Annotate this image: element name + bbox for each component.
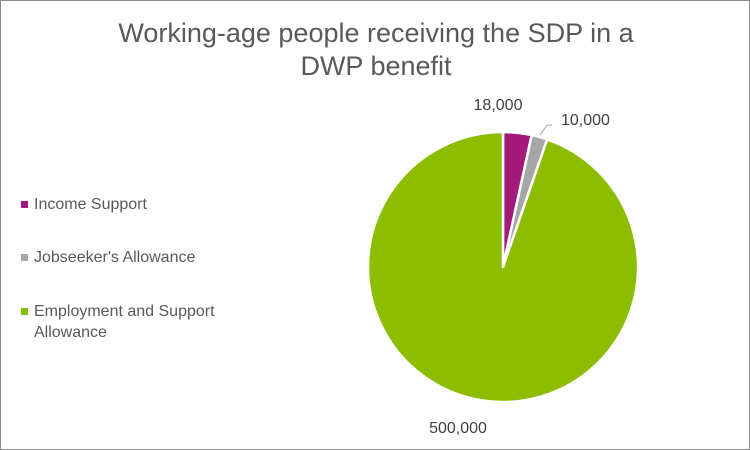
chart-title-line-1: Working-age people receiving the SDP in … (118, 18, 634, 48)
legend-item-jobseekers-allowance: Jobseeker's Allowance (21, 247, 271, 268)
legend-label-income-support: Income Support (34, 194, 147, 215)
legend-item-esa: Employment and Support Allowance (21, 301, 271, 343)
legend-label-line: Employment and Support (34, 303, 215, 320)
chart-title: Working-age people receiving the SDP in … (76, 17, 676, 83)
legend-label-line: Jobseeker's Allowance (34, 249, 196, 266)
leader-line-1 (539, 124, 553, 136)
legend-label-esa: Employment and Support Allowance (34, 301, 215, 343)
legend-swatch-jobseekers-allowance (21, 254, 28, 261)
legend-swatch-income-support (21, 201, 28, 208)
legend-label-jobseekers-allowance: Jobseeker's Allowance (34, 247, 195, 268)
data-label-2: 500,000 (429, 420, 487, 437)
data-label-0: 18,000 (474, 97, 523, 114)
pie-slice-2 (366, 130, 640, 404)
chart-title-line-2: DWP benefit (300, 51, 452, 81)
data-label-1: 10,000 (561, 112, 610, 129)
legend-label-line: Income Support (34, 196, 147, 213)
legend-swatch-esa (21, 308, 28, 315)
legend-label-line: Allowance (34, 324, 107, 341)
legend-item-income-support: Income Support (21, 194, 271, 215)
